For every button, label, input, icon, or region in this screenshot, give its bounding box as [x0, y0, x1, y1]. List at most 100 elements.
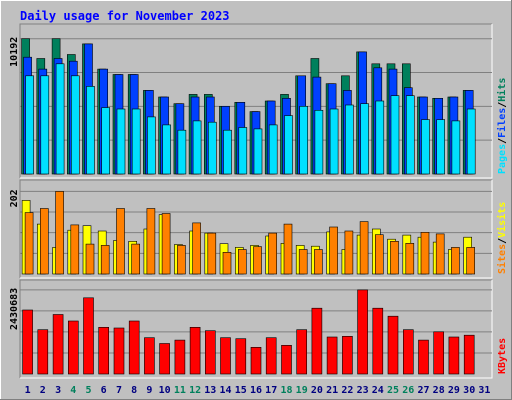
bar-sites-day-22 — [344, 230, 354, 275]
bar-pages-day-27 — [421, 119, 430, 175]
bar-kbytes-day-7 — [113, 327, 125, 375]
x-tick-label-day-30: 30 — [463, 385, 475, 396]
bar-sites-day-29 — [451, 247, 460, 275]
panel-bevel-light — [20, 280, 493, 379]
x-tick-label-day-3: 3 — [55, 385, 61, 396]
bar-kbytes-day-26 — [402, 329, 414, 375]
bar-sites-day-27 — [420, 232, 430, 275]
x-tick-label-day-8: 8 — [131, 385, 137, 396]
x-tick-label-day-10: 10 — [159, 385, 171, 396]
series-kbytes — [22, 289, 475, 375]
bar-sites-day-11 — [177, 245, 186, 275]
bar-pages-day-17 — [268, 124, 278, 175]
bar-pages-day-14 — [223, 129, 232, 175]
bar-kbytes-day-10 — [159, 343, 170, 375]
panel-kbytes: 2430683 KBytes — [9, 279, 508, 379]
bar-sites-day-10 — [161, 213, 171, 275]
x-tick-label-day-20: 20 — [311, 385, 323, 396]
bar-sites-day-14 — [222, 252, 232, 275]
bar-pages-day-6 — [101, 107, 110, 175]
bar-sites-day-24 — [374, 234, 384, 275]
bar-pages-day-22 — [345, 104, 354, 175]
bar-kbytes-day-24 — [372, 307, 384, 375]
bar-pages-day-24 — [375, 100, 385, 175]
bar-kbytes-day-27 — [418, 339, 429, 375]
x-tick-label-day-27: 27 — [417, 385, 429, 396]
bar-kbytes-day-21 — [326, 336, 338, 375]
x-tick-label-day-26: 26 — [402, 385, 414, 396]
bar-pages-day-2 — [40, 75, 50, 175]
bar-sites-day-6 — [100, 245, 110, 275]
bar-pages-day-5 — [86, 86, 95, 175]
panel-bevel-light — [20, 180, 493, 279]
panel-legend: Sites/Visits — [496, 202, 508, 274]
x-tick-label-day-22: 22 — [341, 385, 353, 396]
bar-pages-day-30 — [466, 108, 476, 175]
bar-kbytes-day-12 — [189, 326, 201, 375]
bar-kbytes-day-23 — [357, 289, 368, 375]
x-tick-label-day-29: 29 — [448, 385, 460, 396]
bar-kbytes-day-29 — [448, 336, 460, 375]
bar-kbytes-day-18 — [281, 344, 292, 375]
bar-kbytes-day-4 — [68, 320, 79, 375]
panel-bevel-dark — [19, 179, 492, 278]
bar-kbytes-day-25 — [387, 315, 399, 375]
panel-bevel-dark — [19, 279, 492, 378]
bar-kbytes-day-30 — [463, 334, 475, 375]
x-tick-label-day-6: 6 — [101, 385, 107, 396]
bar-kbytes-day-15 — [235, 338, 247, 375]
bar-sites-day-26 — [405, 243, 415, 275]
bar-kbytes-day-3 — [52, 314, 64, 375]
bar-sites-day-5 — [85, 243, 95, 275]
x-tick-label-day-5: 5 — [85, 385, 91, 396]
x-tick-label-day-24: 24 — [372, 385, 384, 396]
bar-kbytes-day-19 — [296, 329, 308, 375]
bar-kbytes-day-8 — [128, 320, 140, 375]
bar-sites-day-25 — [390, 241, 399, 275]
bar-pages-day-25 — [390, 95, 400, 175]
x-tick-label-day-25: 25 — [387, 385, 399, 396]
bar-sites-day-18 — [283, 223, 293, 275]
bar-pages-day-8 — [131, 108, 141, 175]
bar-kbytes-day-17 — [265, 337, 277, 375]
y-axis-max-label: 2430683 — [9, 288, 20, 330]
bar-pages-day-18 — [284, 115, 293, 175]
bar-kbytes-day-14 — [220, 337, 231, 375]
x-tick-label-day-23: 23 — [357, 385, 369, 396]
x-tick-label-day-16: 16 — [250, 385, 262, 396]
x-tick-label-day-17: 17 — [265, 385, 277, 396]
bar-sites-day-20 — [314, 249, 323, 275]
x-tick-label-day-4: 4 — [70, 385, 76, 396]
bar-sites-day-9 — [146, 208, 156, 275]
bar-sites-day-2 — [39, 208, 49, 275]
bar-pages-day-11 — [177, 129, 187, 175]
legend-separator: / — [497, 102, 508, 108]
legend-entry-sites: Sites — [496, 244, 508, 274]
bar-pages-day-23 — [360, 103, 369, 175]
panel-bevel-light — [20, 24, 493, 179]
legend-entry-kbytes: KBytes — [497, 338, 508, 374]
x-tick-label-day-21: 21 — [326, 385, 338, 396]
bar-pages-day-1 — [25, 75, 34, 175]
bar-pages-day-16 — [253, 128, 263, 175]
legend-entry-hits: Hits — [496, 78, 508, 102]
x-tick-label-day-12: 12 — [189, 385, 201, 396]
bar-sites-day-15 — [238, 249, 247, 275]
x-tick-label-day-11: 11 — [174, 385, 186, 396]
bar-kbytes-day-13 — [205, 330, 216, 375]
legend-separator: / — [497, 138, 508, 144]
bar-kbytes-day-22 — [342, 335, 353, 375]
bar-sites-day-12 — [192, 222, 201, 275]
bar-pages-day-26 — [405, 95, 415, 175]
bar-kbytes-day-2 — [37, 329, 49, 375]
bar-sites-day-8 — [131, 243, 140, 275]
x-tick-label-day-15: 15 — [235, 385, 247, 396]
x-tick-label-day-19: 19 — [296, 385, 308, 396]
bar-pages-day-15 — [238, 127, 248, 175]
bar-kbytes-day-16 — [250, 346, 262, 375]
bar-sites-day-17 — [268, 232, 278, 275]
x-tick-label-day-13: 13 — [204, 385, 216, 396]
chart-title: Daily usage for November 2023 — [20, 9, 230, 23]
